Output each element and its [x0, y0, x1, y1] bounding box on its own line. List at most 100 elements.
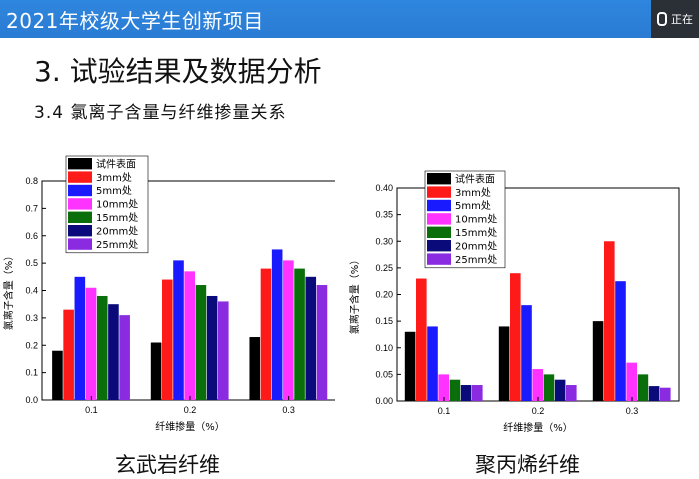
- bar-5-0.2: [206, 295, 218, 400]
- x-tick-label: 0.3: [626, 406, 639, 416]
- y-tick-label: 0.30: [375, 236, 393, 246]
- legend-swatch: [427, 199, 451, 212]
- x-axis-label: 纤维掺量（%）: [155, 420, 225, 433]
- legend-swatch: [427, 213, 451, 225]
- legend-label: 15mm处: [455, 227, 497, 239]
- legend-swatch: [68, 238, 92, 250]
- legend-swatch: [427, 186, 451, 198]
- legend-swatch: [68, 158, 92, 170]
- x-tick-label: 0.2: [532, 406, 545, 416]
- y-tick-label: 0.1: [25, 368, 38, 378]
- recording-label: 正在: [671, 13, 693, 26]
- legend-label: 10mm处: [96, 199, 138, 211]
- y-tick-label: 0.0: [25, 395, 38, 405]
- legend-swatch: [427, 240, 451, 252]
- legend-swatch: [68, 184, 92, 197]
- bar-0-0.3: [249, 337, 261, 400]
- bar-3-0.3: [283, 260, 294, 400]
- legend-swatch: [68, 171, 92, 183]
- y-tick-label: 0.6: [25, 231, 38, 241]
- basalt-fiber-chart: 0.0 0.1 0.2 0.3 0.4 0.5 0.6 0.7 0.8 0.1 0.2 0.3 纤维掺量…: [0, 150, 335, 440]
- bar-0-0.2: [150, 342, 162, 400]
- legend-label: 试件表面: [96, 157, 136, 170]
- bar-4-0.3: [637, 374, 649, 401]
- legend-swatch: [68, 225, 92, 237]
- bar-3-0.1: [438, 374, 449, 401]
- legend-swatch: [68, 198, 92, 210]
- y-tick-label: 0.35: [375, 210, 393, 220]
- bar-3-0.3: [626, 362, 637, 401]
- chart-svg: 0.00 0.05 0.10 0.15 0.20 0.25 0.30 0.35 0.40 0.1 0…: [348, 170, 680, 434]
- legend-label: 25mm处: [96, 239, 138, 251]
- y-axis-label: 氯离子含量（%）: [2, 251, 15, 331]
- banner: 2021年校级大学生创新项目 正在: [0, 0, 699, 38]
- bar-2-0.3: [615, 281, 626, 401]
- bar-1-0.3: [260, 268, 272, 400]
- bar-4-0.2: [543, 374, 555, 401]
- legend-swatch: [68, 211, 92, 223]
- legend-label: 3mm处: [455, 187, 491, 199]
- y-tick-label: 0.25: [375, 263, 393, 273]
- bar-1-0.1: [63, 309, 74, 400]
- legend-swatch: [427, 173, 451, 185]
- legend-label: 5mm处: [96, 185, 132, 197]
- bar-0-0.1: [404, 331, 416, 401]
- polypropylene-fiber-chart: 0.00 0.05 0.10 0.15 0.20 0.25 0.30 0.35 0.40 0.1 0…: [340, 170, 685, 438]
- bar-5-0.1: [108, 304, 119, 400]
- bar-2-0.3: [271, 249, 283, 400]
- y-tick-label: 0.10: [375, 343, 393, 353]
- legend-label: 10mm处: [455, 214, 497, 226]
- bar-6-0.1: [472, 385, 483, 401]
- bar-0-0.3: [592, 321, 604, 401]
- legend-swatch: [427, 253, 451, 265]
- bar-5-0.2: [554, 379, 566, 401]
- bar-6-0.2: [566, 385, 577, 401]
- recording-indicator[interactable]: 正在: [651, 0, 699, 38]
- legend-label: 20mm处: [455, 240, 497, 252]
- y-tick-label: 0.20: [375, 290, 393, 300]
- bar-1-0.1: [416, 278, 427, 401]
- bar-3-0.2: [532, 369, 543, 401]
- bar-0-0.1: [52, 350, 63, 400]
- basalt-fiber-caption: 玄武岩纤维: [115, 453, 220, 477]
- y-tick-label: 0.05: [375, 369, 393, 379]
- bar-6-0.1: [119, 315, 130, 400]
- chart-svg: 0.0 0.1 0.2 0.3 0.4 0.5 0.6 0.7 0.8 0.1 0.2 0.3 纤维掺量…: [2, 155, 335, 433]
- legend-label: 5mm处: [455, 200, 491, 212]
- bar-1-0.2: [510, 273, 521, 401]
- y-axis-label: 氯离子含量（%）: [348, 255, 361, 335]
- slide-heading: 3. 试验结果及数据分析: [34, 55, 322, 88]
- bar-5-0.3: [305, 276, 317, 400]
- bar-6-0.3: [316, 285, 328, 400]
- bar-2-0.1: [427, 326, 438, 401]
- polypropylene-fiber-caption: 聚丙烯纤维: [475, 453, 580, 477]
- legend-label: 3mm处: [96, 172, 132, 184]
- bar-5-0.3: [648, 386, 660, 401]
- bar-2-0.2: [173, 260, 184, 400]
- slide-subheading: 3.4 氯离子含量与纤维掺量关系: [34, 103, 287, 123]
- bar-1-0.2: [162, 279, 173, 400]
- y-tick-label: 0.4: [25, 286, 38, 296]
- y-tick-label: 0.40: [375, 183, 393, 193]
- bar-4-0.2: [195, 285, 207, 400]
- legend-label: 25mm处: [455, 254, 497, 266]
- y-tick-label: 0.2: [25, 340, 38, 350]
- x-tick-label: 0.1: [438, 406, 451, 416]
- x-axis-label: 纤维掺量（%）: [503, 421, 573, 434]
- bar-6-0.2: [218, 301, 229, 400]
- x-tick-label: 0.2: [184, 405, 197, 415]
- bar-5-0.1: [460, 385, 472, 401]
- y-tick-label: 0.00: [375, 396, 393, 406]
- banner-title: 2021年校级大学生创新项目: [6, 9, 264, 33]
- legend-label: 试件表面: [455, 172, 495, 185]
- bar-2-0.1: [74, 276, 86, 400]
- bar-4-0.1: [449, 379, 461, 401]
- bar-3-0.2: [184, 271, 195, 400]
- bar-2-0.2: [521, 305, 532, 401]
- y-tick-label: 0.8: [25, 176, 38, 186]
- bar-4-0.3: [294, 268, 305, 400]
- x-tick-label: 0.3: [282, 405, 295, 415]
- legend-label: 15mm处: [96, 212, 138, 224]
- bar-6-0.3: [660, 387, 671, 401]
- x-tick-label: 0.1: [85, 405, 98, 415]
